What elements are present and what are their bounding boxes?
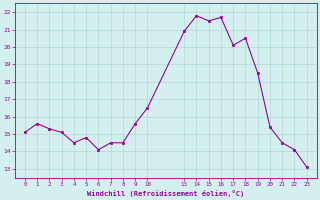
X-axis label: Windchill (Refroidissement éolien,°C): Windchill (Refroidissement éolien,°C) (87, 190, 244, 197)
